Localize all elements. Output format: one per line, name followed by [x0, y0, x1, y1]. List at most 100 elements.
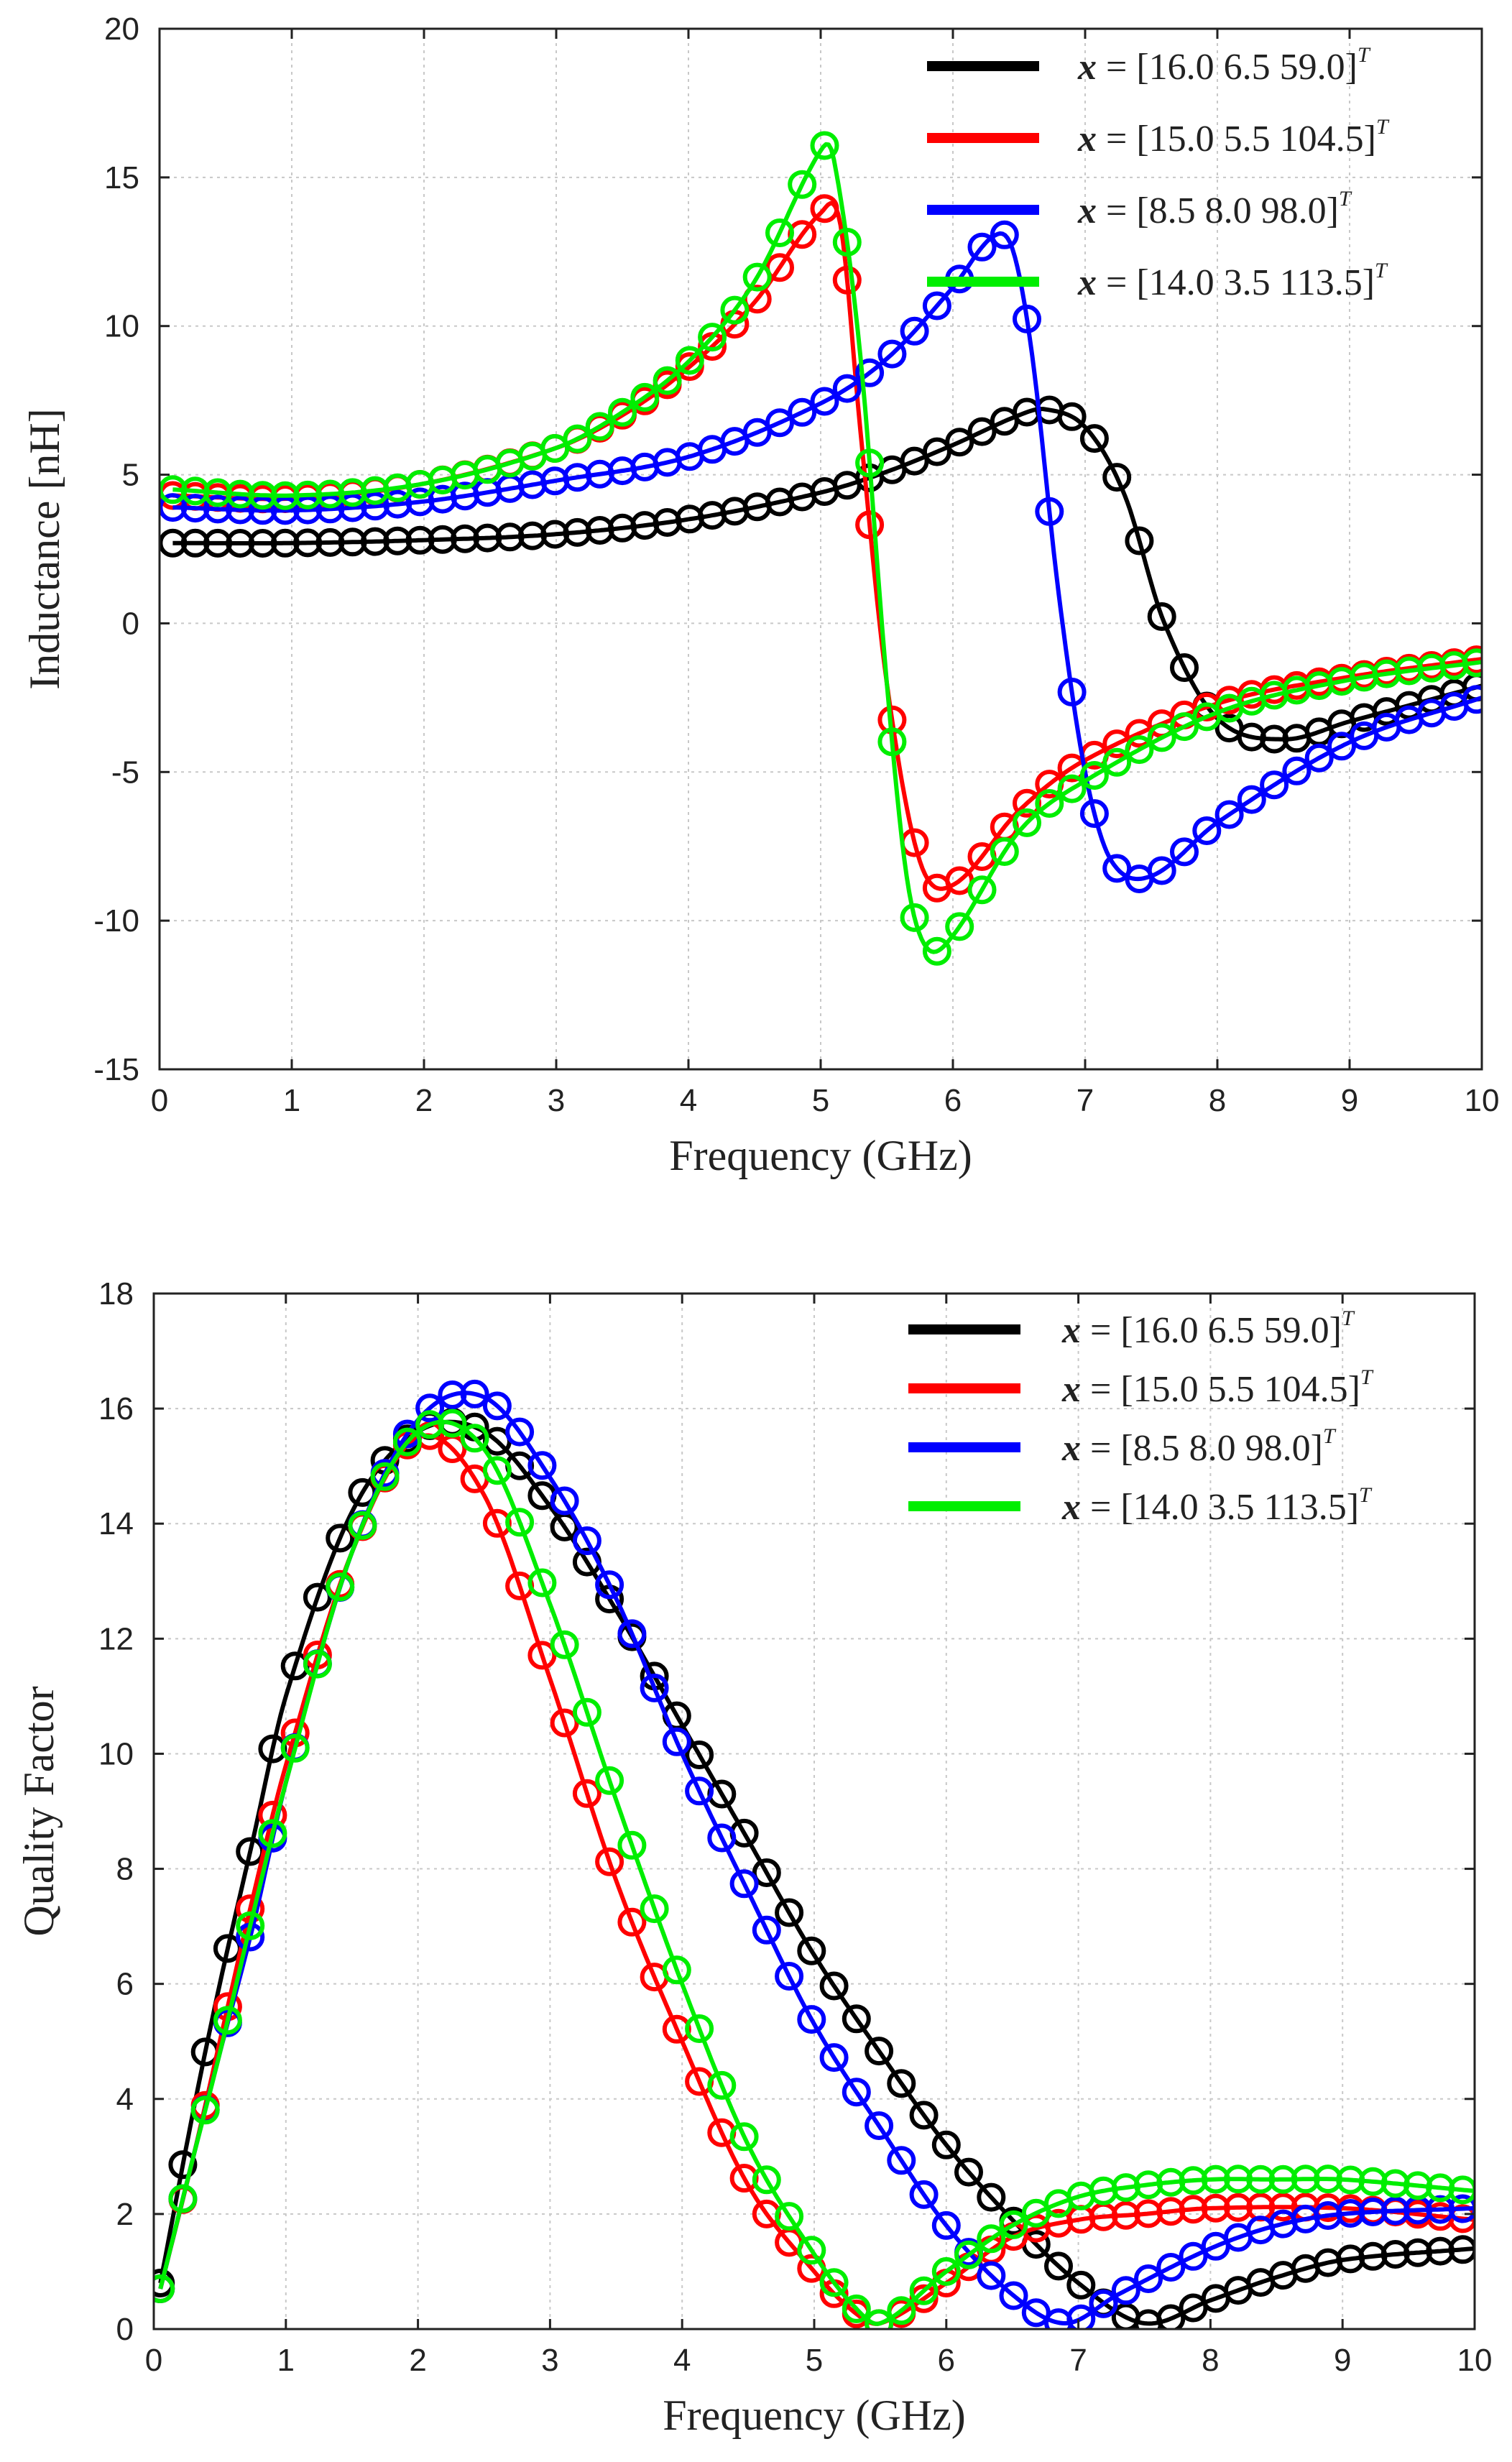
legend: x = [16.0 6.5 59.0]Tx = [15.0 5.5 104.5]… [908, 1306, 1374, 1528]
data-point [810, 131, 839, 160]
data-point [977, 2182, 1006, 2212]
x-tick-label: 9 [1341, 1083, 1358, 1118]
y-tick-label: -5 [111, 755, 139, 790]
x-tick-label: 8 [1202, 2343, 1219, 2378]
data-point [550, 1486, 579, 1516]
data-point [855, 510, 885, 540]
data-point [842, 2004, 871, 2034]
data-point [460, 1424, 489, 1453]
data-point [1111, 2276, 1140, 2305]
data-point [1089, 2289, 1118, 2318]
data-point [572, 1779, 601, 1808]
data-point [900, 316, 929, 346]
data-point [1057, 402, 1087, 431]
data-point [326, 1523, 355, 1553]
x-tick-label: 10 [1465, 1083, 1500, 1118]
legend: x = [16.0 6.5 59.0]T x = [15.0 5.5 104.5]… [927, 43, 1390, 303]
data-point [922, 291, 951, 321]
x-tick-label: 8 [1209, 1083, 1226, 1118]
data-point [505, 1508, 535, 1537]
data-point [1237, 785, 1266, 814]
legend-label-vector: = [8.5 8.0 98.0] [1081, 1428, 1323, 1469]
data-point [1102, 747, 1132, 777]
data-point [877, 339, 907, 369]
data-point [1057, 678, 1087, 706]
data-point [1192, 816, 1222, 845]
data-point [909, 2180, 939, 2209]
data-point [810, 387, 839, 416]
data-point [945, 428, 974, 457]
data-point [1079, 761, 1109, 790]
data-point [168, 2184, 198, 2213]
data-point [1057, 774, 1087, 803]
legend-label-var: x [1061, 1487, 1081, 1528]
x-tick-label: 3 [541, 2343, 558, 2378]
data-point [698, 323, 727, 352]
data-point [855, 448, 885, 478]
data-point [765, 408, 794, 438]
y-tick-label: 10 [98, 1736, 134, 1771]
x-tick-label: 6 [938, 2343, 955, 2378]
data-point [967, 232, 997, 262]
data-point [653, 366, 682, 395]
data-point [1125, 735, 1154, 765]
data-point [168, 2150, 198, 2180]
legend-label-sup: T [1376, 115, 1390, 139]
data-point [1462, 648, 1482, 678]
data-point [438, 1408, 467, 1438]
data-point [742, 262, 772, 292]
data-point [887, 2069, 916, 2098]
data-point [630, 382, 660, 412]
legend-label-vector: = [14.0 3.5 113.5] [1081, 1487, 1359, 1528]
data-point [729, 1869, 759, 1899]
legend-label-1: x = [15.0 5.5 104.5]T [1077, 115, 1390, 160]
legend-label-0: x = [16.0 6.5 59.0]T [1077, 43, 1371, 88]
data-point [1448, 2235, 1475, 2264]
data-point [967, 875, 997, 905]
data-point [1102, 854, 1132, 883]
x-tick-label: 4 [680, 1083, 697, 1118]
data-point [1044, 2251, 1073, 2281]
data-point [1035, 497, 1064, 526]
y-tick-label: 2 [116, 2197, 134, 2232]
legend-label-vector: = [15.0 5.5 104.5] [1081, 1369, 1360, 1410]
legend-label-2: x = [8.5 8.0 98.0]T [1077, 187, 1352, 231]
y-tick-label: 6 [116, 1967, 134, 2002]
x-tick-label: 2 [415, 1083, 433, 1118]
x-tick-label: 7 [1077, 1083, 1094, 1118]
data-point [1170, 837, 1199, 867]
data-point [931, 2256, 961, 2286]
data-point [1304, 743, 1334, 773]
legend-label-sup: T [1360, 1365, 1374, 1389]
x-tick-label: 1 [283, 1083, 300, 1118]
data-point [909, 2276, 939, 2305]
data-point [572, 1526, 601, 1555]
data-point [685, 1776, 714, 1806]
data-point [729, 2122, 759, 2152]
series-group [154, 1379, 1475, 2329]
data-point [595, 1766, 624, 1795]
legend-label-sup: T [1359, 1483, 1373, 1507]
data-point [977, 2224, 1006, 2254]
data-point [1170, 653, 1199, 682]
data-point [190, 2096, 220, 2125]
data-point [752, 1858, 781, 1887]
data-point [810, 194, 839, 223]
y-tick-label: 0 [116, 2312, 134, 2347]
data-point [415, 1393, 445, 1423]
series-group [160, 131, 1482, 966]
legend-label-3: x = [14.0 3.5 113.5]T [1061, 1483, 1373, 1528]
legend-label-2: x = [8.5 8.0 98.0]T [1061, 1424, 1337, 1469]
y-tick-label: 18 [98, 1276, 134, 1311]
data-point [1327, 732, 1356, 761]
x-tick-label: 0 [145, 2343, 162, 2378]
legend-label-vector: = [16.0 6.5 59.0] [1097, 47, 1357, 88]
inductance-chart: 0 1 2 3 4 5 6 7 8 9 10 -15 -10 -5 0 5 10 15 20 Frequency (G… [21, 11, 1499, 1179]
y-tick-label: 20 [104, 11, 139, 47]
data-point [1079, 424, 1109, 453]
y-tick-label: 16 [98, 1391, 134, 1426]
data-point [1462, 685, 1482, 714]
y-tick-label: 14 [98, 1506, 134, 1541]
